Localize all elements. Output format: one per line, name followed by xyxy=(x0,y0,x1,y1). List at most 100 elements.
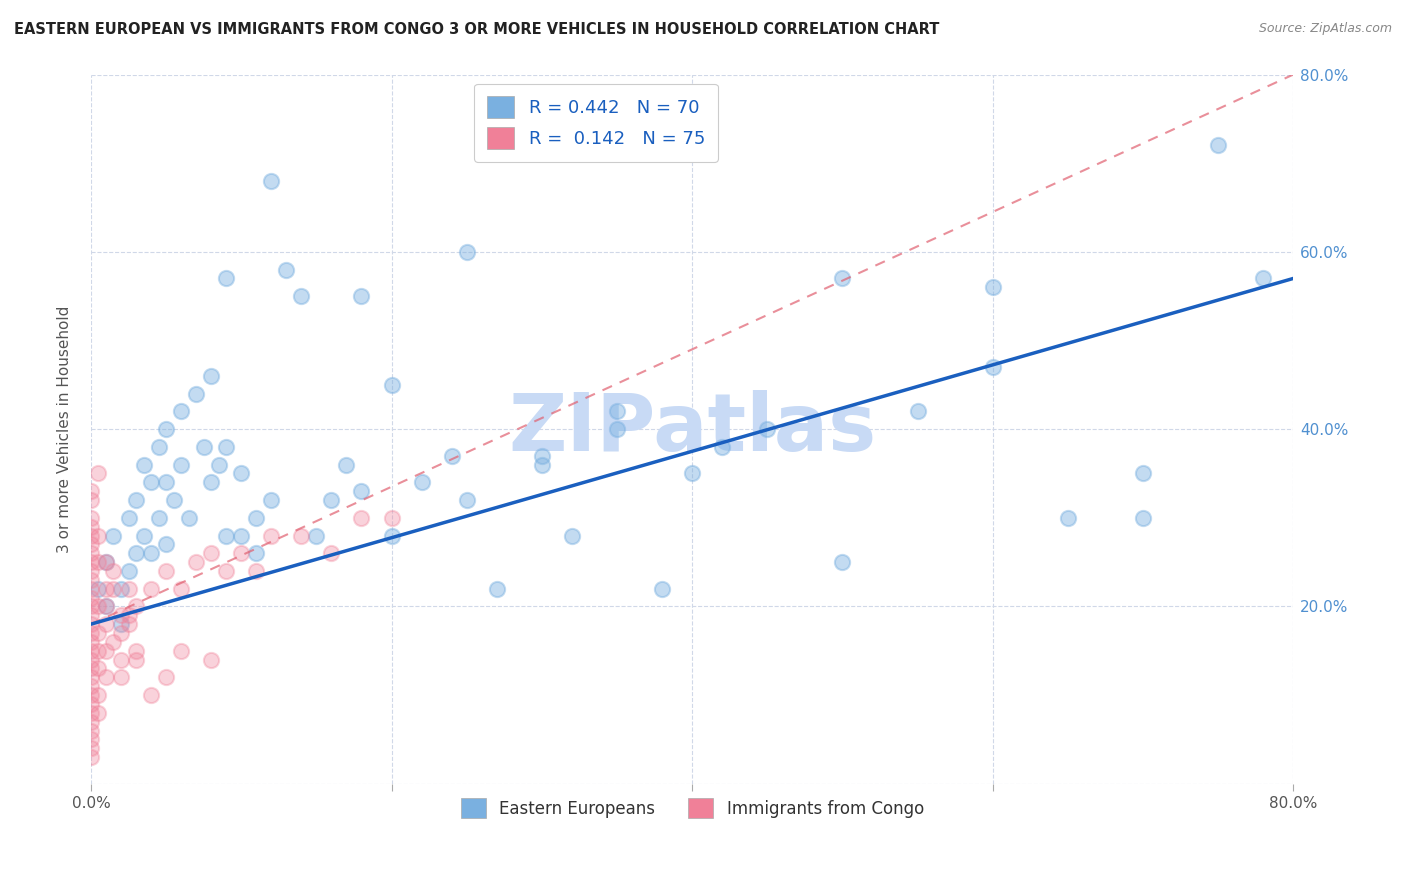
Point xyxy=(80,608,103,623)
Point xyxy=(290,528,312,542)
Point xyxy=(260,174,283,188)
Text: Source: ZipAtlas.com: Source: ZipAtlas.com xyxy=(1258,22,1392,36)
Point xyxy=(110,652,132,666)
Point xyxy=(80,546,103,560)
Point xyxy=(94,617,117,632)
Point xyxy=(155,422,177,436)
Point xyxy=(440,449,463,463)
Point xyxy=(981,280,1004,294)
Point xyxy=(117,608,139,623)
Point xyxy=(155,564,177,578)
Point xyxy=(186,386,208,401)
Point xyxy=(170,644,193,658)
Point xyxy=(94,555,117,569)
Point xyxy=(80,510,103,524)
Point xyxy=(94,644,117,658)
Point xyxy=(1132,510,1154,524)
Point xyxy=(80,688,103,702)
Point xyxy=(117,564,139,578)
Point xyxy=(380,510,402,524)
Point xyxy=(87,467,110,481)
Point xyxy=(80,741,103,756)
Point xyxy=(831,271,853,285)
Point xyxy=(606,404,628,418)
Point xyxy=(80,599,103,614)
Point xyxy=(200,652,222,666)
Point xyxy=(162,493,184,508)
Point xyxy=(260,528,283,542)
Point xyxy=(155,670,177,684)
Point xyxy=(756,422,779,436)
Point xyxy=(231,467,253,481)
Text: EASTERN EUROPEAN VS IMMIGRANTS FROM CONGO 3 OR MORE VEHICLES IN HOUSEHOLD CORREL: EASTERN EUROPEAN VS IMMIGRANTS FROM CONG… xyxy=(14,22,939,37)
Point xyxy=(907,404,929,418)
Point xyxy=(208,458,231,472)
Point xyxy=(380,377,402,392)
Point xyxy=(1206,138,1229,153)
Point xyxy=(87,688,110,702)
Point xyxy=(380,528,402,542)
Point xyxy=(80,750,103,764)
Point xyxy=(110,617,132,632)
Point xyxy=(94,599,117,614)
Point xyxy=(321,546,343,560)
Point xyxy=(276,262,298,277)
Point xyxy=(80,706,103,720)
Point xyxy=(125,599,148,614)
Legend: Eastern Europeans, Immigrants from Congo: Eastern Europeans, Immigrants from Congo xyxy=(454,791,931,825)
Point xyxy=(80,555,103,569)
Point xyxy=(530,458,553,472)
Point xyxy=(125,644,148,658)
Point xyxy=(80,723,103,738)
Point xyxy=(80,697,103,711)
Point xyxy=(94,555,117,569)
Point xyxy=(981,360,1004,375)
Point xyxy=(193,440,215,454)
Point xyxy=(561,528,583,542)
Point xyxy=(651,582,673,596)
Point xyxy=(110,670,132,684)
Point xyxy=(87,599,110,614)
Point xyxy=(80,528,103,542)
Point xyxy=(290,289,312,303)
Point xyxy=(87,528,110,542)
Point xyxy=(215,528,238,542)
Point xyxy=(103,564,125,578)
Point xyxy=(110,582,132,596)
Point xyxy=(80,679,103,693)
Point xyxy=(231,546,253,560)
Point xyxy=(1253,271,1275,285)
Point xyxy=(606,422,628,436)
Point xyxy=(132,528,155,542)
Point xyxy=(80,714,103,729)
Point xyxy=(681,467,703,481)
Point xyxy=(87,555,110,569)
Point xyxy=(94,599,117,614)
Point xyxy=(125,546,148,560)
Point xyxy=(215,564,238,578)
Point xyxy=(245,546,267,560)
Point xyxy=(87,706,110,720)
Point xyxy=(411,475,433,490)
Point xyxy=(80,617,103,632)
Point xyxy=(80,644,103,658)
Point xyxy=(110,608,132,623)
Point xyxy=(155,475,177,490)
Point xyxy=(1132,467,1154,481)
Point xyxy=(139,546,162,560)
Point xyxy=(335,458,357,472)
Text: ZIPatlas: ZIPatlas xyxy=(508,390,876,468)
Point xyxy=(170,458,193,472)
Point xyxy=(231,528,253,542)
Point xyxy=(245,564,267,578)
Point xyxy=(139,475,162,490)
Point xyxy=(117,617,139,632)
Point xyxy=(215,440,238,454)
Point xyxy=(80,635,103,649)
Point xyxy=(103,582,125,596)
Point xyxy=(103,635,125,649)
Point xyxy=(321,493,343,508)
Point xyxy=(94,670,117,684)
Point xyxy=(530,449,553,463)
Point xyxy=(177,510,200,524)
